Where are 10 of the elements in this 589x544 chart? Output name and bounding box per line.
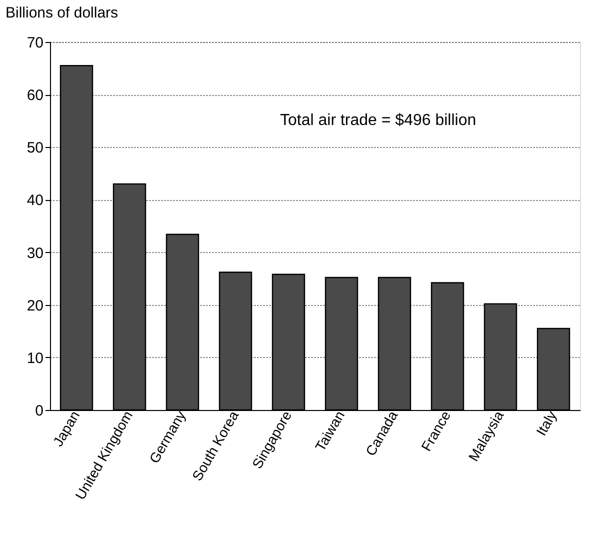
annotation: Total air trade = $496 billion [280, 112, 476, 129]
y-tick-label: 70 [26, 34, 44, 52]
y-tick-label: 0 [35, 402, 44, 420]
y-tick-label: 50 [26, 140, 44, 157]
y-tick-label: 10 [26, 350, 44, 367]
y-tick-label: 20 [26, 297, 44, 314]
y-tick-label: 30 [26, 244, 44, 262]
y-tick-label: 40 [26, 192, 44, 210]
y-tick-label: 60 [26, 87, 44, 104]
y-axis-title: Billions of dollars [6, 4, 118, 22]
